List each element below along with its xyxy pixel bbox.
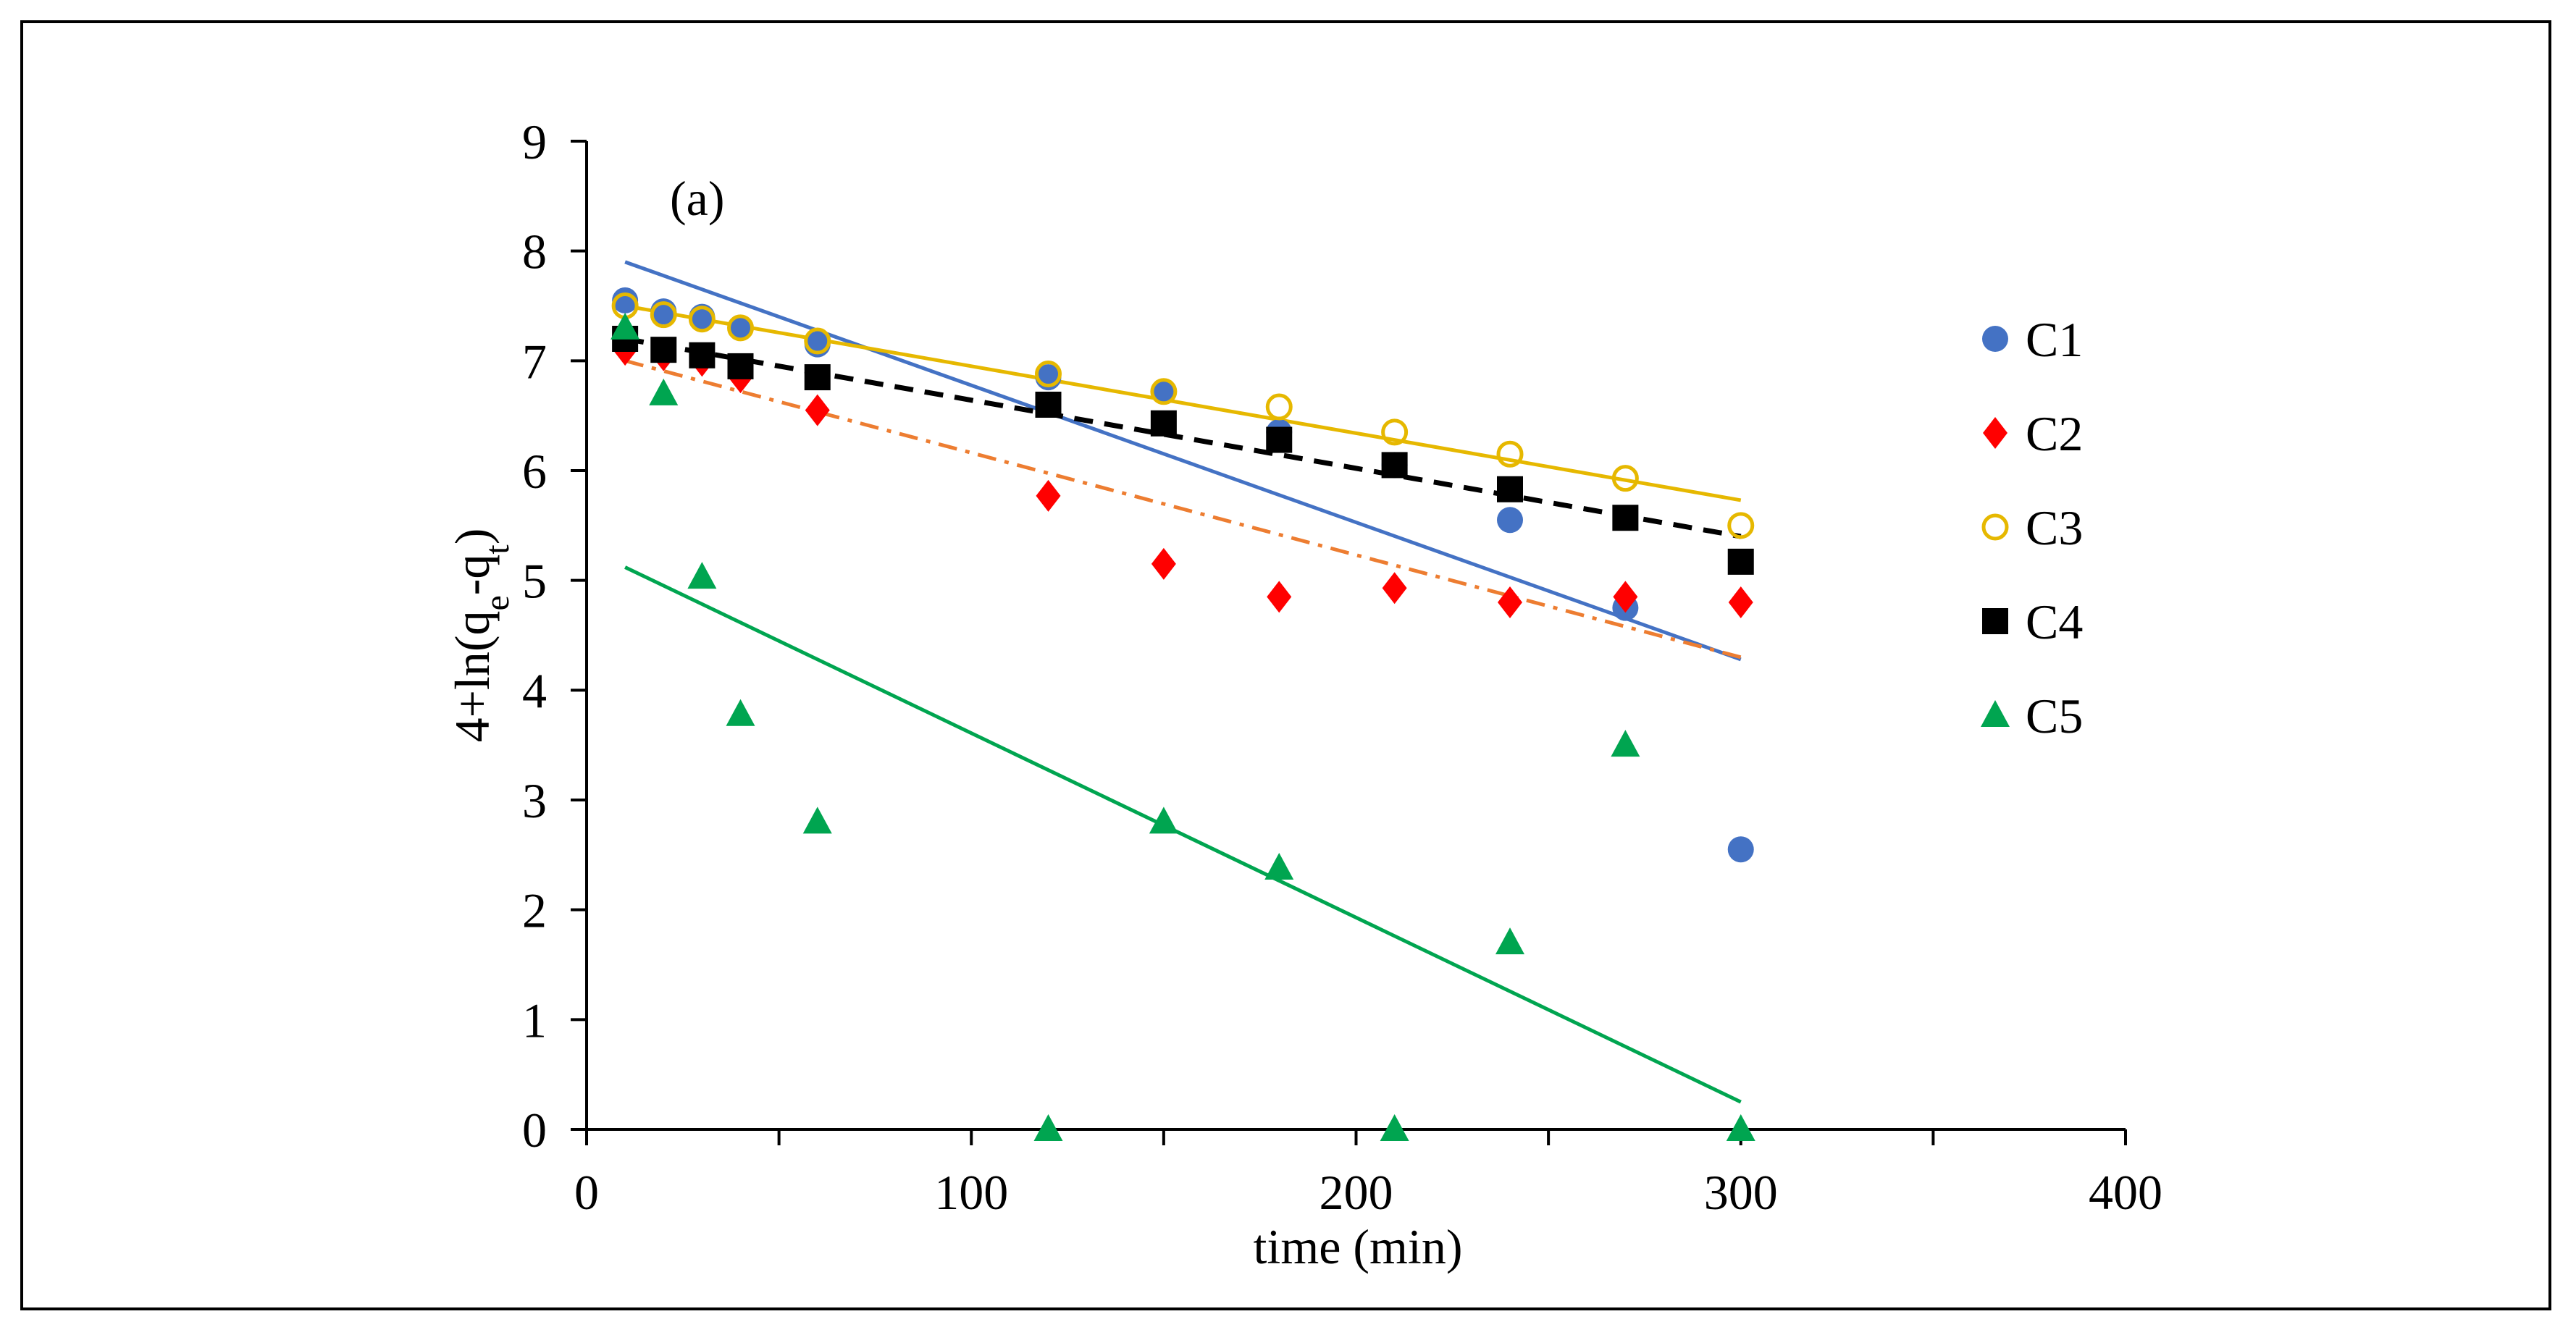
y-tick-label: 5 — [522, 554, 547, 609]
trendline-c2 — [624, 358, 1742, 660]
y-tick-label: 1 — [522, 993, 547, 1048]
point-c2 — [1151, 547, 1176, 580]
y-tick-label: 2 — [522, 883, 547, 938]
point-c4 — [1497, 476, 1523, 502]
point-c4 — [650, 337, 677, 363]
y-tick-label: 6 — [522, 444, 547, 499]
legend-marker-c4 — [1982, 608, 2008, 634]
x-tick-label: 300 — [1704, 1165, 1778, 1220]
axes — [571, 140, 2127, 1145]
legend-label-c5: C5 — [2026, 688, 2083, 744]
x-axis-title: time (min) — [1254, 1219, 1463, 1274]
point-c1 — [727, 314, 754, 341]
y-tick-label: 7 — [522, 334, 547, 389]
legend-label-c3: C3 — [2026, 500, 2083, 555]
y-tick-label: 0 — [522, 1103, 547, 1158]
point-c4 — [1381, 452, 1408, 479]
y-axis-title-text: 4+ln(qe-qt) — [445, 528, 516, 743]
point-c4 — [1150, 410, 1177, 437]
point-c4 — [1266, 426, 1293, 453]
point-c2 — [1382, 572, 1407, 605]
chart-frame — [20, 20, 2551, 1310]
legend-marker-c5 — [1981, 700, 2010, 727]
trendlines — [624, 260, 1742, 1104]
y-tick-label: 8 — [522, 224, 547, 279]
legend-marker-c3 — [1981, 513, 2009, 541]
y-tick-label: 9 — [522, 114, 547, 169]
point-c3 — [1496, 440, 1524, 468]
y-tick-label: 3 — [522, 773, 547, 828]
point-c4 — [1035, 392, 1062, 418]
point-c5 — [726, 699, 755, 726]
trendline-c1 — [624, 260, 1742, 662]
point-c2 — [805, 394, 830, 426]
point-c5 — [649, 378, 679, 405]
x-tick-label: 0 — [574, 1165, 599, 1220]
point-c1 — [1497, 507, 1523, 534]
point-c3 — [1265, 393, 1293, 421]
point-c3 — [1727, 512, 1755, 539]
trendline-c4 — [624, 336, 1742, 539]
point-c3 — [1035, 361, 1062, 388]
point-c1 — [612, 287, 639, 313]
legend-marker-c2 — [1983, 417, 2007, 449]
point-c2 — [1498, 586, 1522, 618]
point-c2 — [1613, 581, 1638, 613]
point-c1 — [1150, 378, 1177, 405]
tick-labels: 0 100 200 300 400 0 1 2 3 4 5 6 7 8 9 — [522, 114, 2162, 1220]
legend-label-c2: C2 — [2026, 406, 2083, 461]
point-c4 — [689, 342, 716, 369]
point-c3 — [804, 327, 831, 355]
point-c5 — [1611, 730, 1640, 757]
point-c5 — [1495, 927, 1524, 955]
point-c5 — [1033, 1114, 1063, 1141]
point-c5 — [1264, 853, 1294, 880]
point-c3 — [1150, 378, 1178, 405]
point-c2 — [1036, 479, 1061, 512]
y-axis-title: 4+ln(qe-qt) — [445, 528, 516, 743]
point-c5 — [1149, 807, 1178, 834]
point-c3 — [688, 306, 716, 333]
point-c4 — [727, 353, 754, 379]
point-c3 — [650, 301, 677, 329]
x-tick-label: 200 — [1320, 1165, 1393, 1220]
legend-label-c1: C1 — [2026, 312, 2083, 367]
point-c4 — [1612, 505, 1639, 531]
point-c3 — [727, 314, 754, 342]
trendline-c3 — [624, 304, 1742, 502]
x-tick-label: 400 — [2089, 1165, 2162, 1220]
point-c5 — [611, 312, 640, 340]
point-c3 — [1381, 418, 1409, 446]
trendline-c5 — [624, 565, 1742, 1104]
legend-label-c4: C4 — [2026, 594, 2083, 649]
point-c5 — [1726, 1114, 1755, 1141]
point-c4 — [804, 364, 831, 391]
point-c3 — [1611, 465, 1639, 492]
point-c5 — [802, 807, 832, 834]
legend: C1 C2 C3 C4 C5 — [1981, 312, 2083, 744]
point-c1 — [1727, 836, 1754, 863]
point-c5 — [687, 562, 717, 589]
x-tick-label: 100 — [934, 1165, 1008, 1220]
panel-label: (a) — [670, 171, 724, 226]
point-c2 — [1728, 586, 1753, 618]
point-c2 — [1267, 581, 1292, 613]
data-points — [611, 287, 1755, 1141]
point-c5 — [1380, 1114, 1409, 1141]
point-c4 — [1727, 548, 1754, 575]
y-tick-label: 4 — [522, 663, 547, 718]
legend-marker-c1 — [1982, 326, 2008, 352]
